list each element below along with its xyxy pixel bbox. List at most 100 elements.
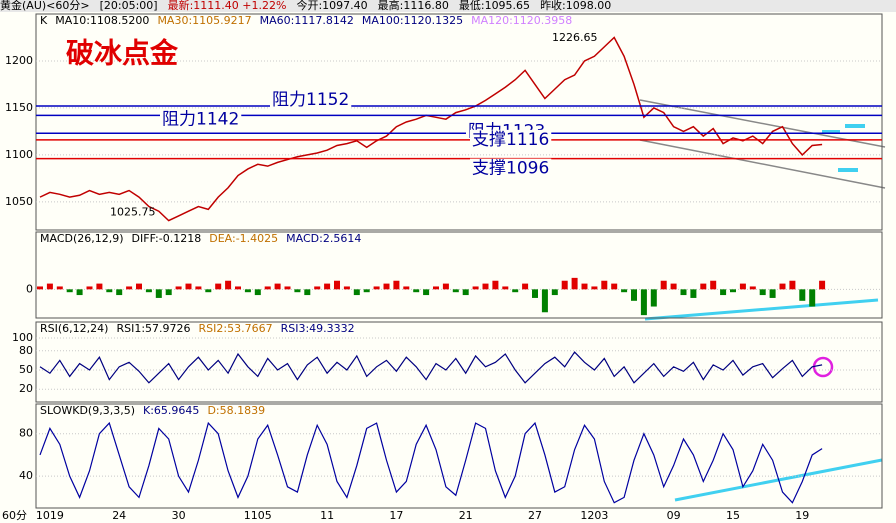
x-tick-label: 21 (459, 509, 473, 522)
bar (225, 280, 232, 290)
y-tick-label: 80 (19, 427, 33, 440)
bar (353, 289, 360, 296)
y-tick-label: 100 (12, 331, 33, 344)
chart-title: 破冰点金 (66, 37, 179, 70)
legend-item: D:58.1839 (207, 404, 265, 417)
label-bg (160, 109, 242, 130)
x-tick-label: 11 (320, 509, 334, 522)
x-tick-label: 09 (667, 509, 681, 522)
bar (185, 283, 192, 290)
y-tick-label: 50 (19, 363, 33, 376)
bar (294, 289, 301, 293)
bar (482, 283, 489, 290)
level-label: 阻力1152 (272, 90, 349, 110)
legend-item: SLOWKD(9,3,3,5) (40, 404, 135, 417)
bar (442, 283, 449, 290)
bar (512, 289, 519, 293)
marker (845, 124, 865, 128)
bar (561, 280, 568, 290)
x-tick-label: 1019 (36, 509, 64, 522)
trend-line (639, 139, 886, 189)
highlight-circle (812, 356, 834, 378)
bar (254, 289, 261, 296)
data-line (39, 351, 823, 384)
legend-item: RSI1:57.9726 (116, 322, 190, 335)
bar (650, 289, 657, 307)
bar (710, 280, 717, 290)
bar (690, 289, 697, 298)
bar (680, 289, 687, 296)
header-item: 最高:1116.80 (378, 0, 449, 12)
marker (822, 130, 840, 134)
bar (631, 289, 637, 301)
bar (284, 286, 291, 290)
panel-border (35, 231, 883, 319)
bar (76, 289, 83, 296)
bar (403, 286, 410, 290)
bar (86, 286, 93, 290)
bar (502, 286, 509, 290)
bar (472, 286, 479, 290)
annotation: 1025.75 (110, 206, 156, 219)
bar (205, 289, 212, 293)
x-unit: 60分 (2, 509, 27, 522)
legend-item: RSI3:49.3332 (281, 322, 355, 335)
bar (235, 286, 241, 290)
y-tick-label: 1050 (5, 195, 33, 208)
y-tick-label: 1150 (5, 101, 33, 114)
bar (56, 286, 63, 290)
legend-item: RSI(6,12,24) (40, 322, 108, 335)
legend-item: MA100:1120.1325 (362, 14, 463, 27)
bar (730, 289, 736, 293)
marker (838, 168, 858, 172)
top-bar (0, 0, 896, 12)
bar (462, 289, 469, 296)
x-tick-label: 1203 (580, 509, 608, 522)
bar (423, 289, 430, 296)
bar (393, 280, 400, 290)
header-item: 最新:1111.40 +1.22% (168, 0, 287, 12)
legend-item: MA60:1117.8142 (260, 14, 354, 27)
bar (759, 289, 766, 296)
panel-border (35, 321, 883, 403)
bar (145, 289, 152, 293)
bar (324, 283, 331, 290)
trend-line (644, 298, 879, 321)
header-item: [20:05:00] (100, 0, 158, 12)
bar (779, 283, 786, 290)
bar (334, 280, 340, 290)
bar (789, 280, 796, 290)
y-tick-label: 1200 (5, 54, 33, 67)
bar (116, 289, 123, 296)
legend-item: MA30:1105.9217 (157, 14, 251, 27)
bar (215, 283, 222, 290)
bar (819, 280, 826, 290)
legend-item: RSI2:53.7667 (199, 322, 273, 335)
bar (522, 283, 529, 290)
y-tick-label: 40 (19, 469, 33, 482)
bar (799, 289, 806, 301)
header-item: 最低:1095.65 (459, 0, 530, 12)
bar (621, 289, 628, 293)
bar (749, 286, 756, 290)
bar (611, 283, 618, 290)
bar (739, 283, 746, 290)
bar (660, 280, 667, 290)
x-tick-label: 15 (726, 509, 740, 522)
legend-item: MA120:1120.3958 (471, 14, 572, 27)
header-item: 今开:1097.40 (296, 0, 367, 12)
bar (106, 289, 113, 293)
bar (640, 289, 647, 316)
bar (809, 289, 816, 307)
header-item: 昨收:1098.00 (540, 0, 611, 12)
bar (700, 283, 707, 290)
bar (571, 277, 578, 290)
y-tick-label: 80 (19, 344, 33, 357)
x-tick-label: 24 (112, 509, 126, 522)
bar (383, 283, 390, 290)
level-label: 支撑1116 (472, 130, 549, 150)
bar (720, 289, 727, 296)
bar (492, 280, 499, 290)
bar (37, 286, 43, 290)
legend-item: DEA:-1.4025 (209, 232, 278, 245)
